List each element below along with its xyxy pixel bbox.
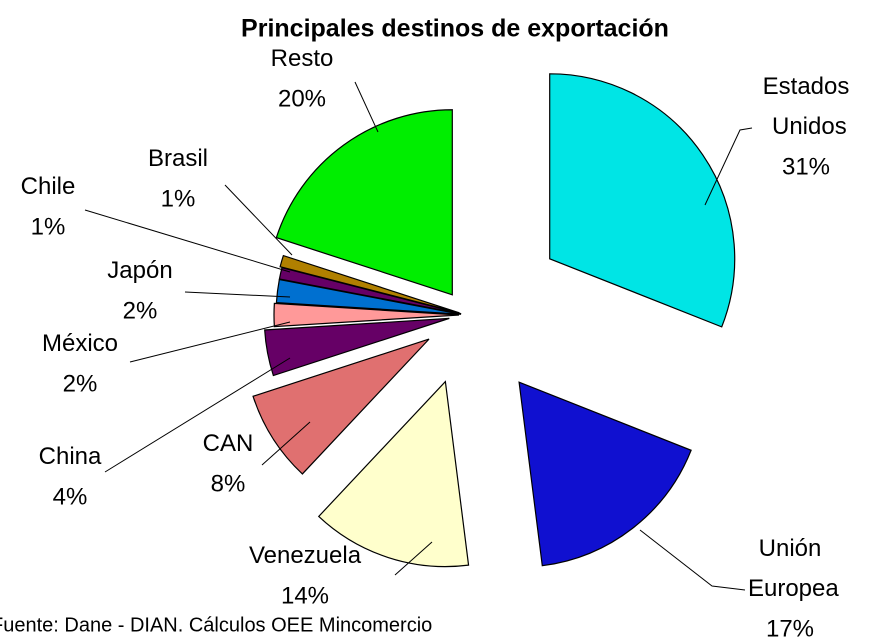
pie-slice — [264, 317, 450, 377]
value-label: 8% — [211, 470, 246, 497]
slice-label: Brasil — [148, 145, 208, 172]
value-label: 1% — [161, 185, 196, 212]
pie-slice — [252, 338, 430, 475]
slice-label: Chile — [21, 173, 76, 200]
leader-line — [639, 529, 746, 591]
leader-line — [129, 321, 291, 363]
leader-line — [354, 81, 379, 133]
leader-line — [104, 357, 291, 473]
slice-label: CAN — [203, 430, 254, 457]
value-label: 20% — [278, 85, 326, 112]
pie-slice — [317, 380, 470, 568]
leader-line — [704, 127, 753, 206]
value-label: 14% — [281, 582, 329, 609]
slice-label: Japón — [107, 257, 172, 284]
source-note: Fuente: Dane - DIAN. Cálculos OEE Mincom… — [0, 614, 432, 636]
slice-label: China — [39, 443, 102, 470]
leader-line — [184, 291, 291, 298]
slice-label: Venezuela — [249, 542, 362, 569]
slice-label: Unión Europea — [741, 535, 839, 602]
pie-slice — [549, 73, 736, 328]
pie-slice — [518, 381, 692, 567]
pie-slice — [275, 109, 453, 296]
value-label: 31% — [782, 153, 830, 180]
leader-line — [224, 184, 293, 256]
pie-slice — [273, 302, 460, 328]
value-label: 1% — [31, 213, 66, 240]
leader-line — [84, 209, 291, 273]
chart-title: Principales destinos de exportación — [241, 15, 669, 43]
slice-label: Resto — [271, 45, 334, 72]
slice-label: México — [42, 330, 118, 357]
value-label: 4% — [53, 483, 88, 510]
value-label: 2% — [123, 297, 158, 324]
value-label: 17% — [766, 615, 814, 640]
pie-slice — [279, 254, 460, 314]
leader-line — [394, 541, 433, 576]
value-label: 2% — [63, 370, 98, 397]
leader-line — [261, 421, 311, 466]
slice-label: Estados Unidos — [763, 73, 850, 140]
